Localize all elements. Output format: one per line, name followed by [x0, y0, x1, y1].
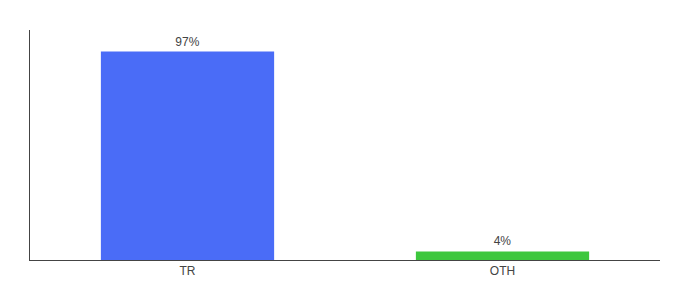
svg-text:97%: 97% — [175, 35, 199, 49]
svg-text:OTH: OTH — [490, 264, 515, 278]
svg-text:4%: 4% — [494, 234, 512, 248]
svg-text:TR: TR — [180, 264, 196, 278]
